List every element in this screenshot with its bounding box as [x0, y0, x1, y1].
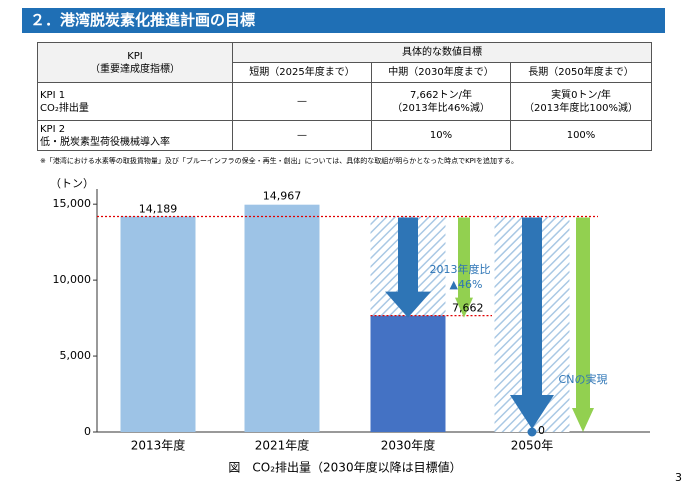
- bar: [370, 315, 446, 432]
- cell: 100%: [510, 120, 652, 151]
- annotation: ▲46%: [450, 278, 483, 291]
- target-header: 具体的な数値目標: [232, 42, 652, 63]
- bar: [120, 216, 196, 432]
- zero-marker: [527, 427, 537, 437]
- value-label: 14,967: [263, 190, 302, 203]
- bar: [244, 204, 320, 432]
- y-tick-label: 15,000: [53, 197, 92, 210]
- caption: 図 CO₂排出量（2030年度以降は目標値）: [228, 460, 461, 475]
- cell: 10%: [371, 120, 511, 151]
- page-number: 3: [675, 471, 682, 484]
- value-label: 7,662: [452, 302, 484, 315]
- x-tick-label: 2050年: [511, 439, 554, 453]
- kpi-table: KPI （重要達成度指標） 具体的な数値目標 短期（2025年度まで） 中期（203…: [37, 42, 652, 151]
- cell: KPI 1 CO₂排出量: [37, 82, 233, 121]
- header-title: ２．港湾脱炭素化推進計画の目標: [22, 8, 665, 33]
- arrow: [385, 217, 431, 318]
- cell: 7,662トン/年 （2013年比46%減）: [371, 82, 511, 121]
- cell: —: [232, 82, 372, 121]
- y-tick-label: 0: [84, 425, 91, 438]
- x-tick-label: 2030年度: [381, 438, 436, 453]
- cell: 実質0トン/年 （2013年度比100%減）: [510, 82, 652, 121]
- annotation: 2013年度比: [430, 262, 491, 276]
- kpi-header: KPI （重要達成度指標）: [37, 42, 233, 83]
- y-unit: （トン）: [50, 177, 94, 190]
- y-tick-label: 10,000: [53, 273, 92, 286]
- x-tick-label: 2013年度: [131, 438, 186, 453]
- value-label: 0: [538, 424, 545, 437]
- arrow: [510, 217, 554, 429]
- cell: KPI 2 低・脱炭素型荷役機械導入率: [37, 120, 233, 151]
- note: ※「港湾における水素等の取扱貨物量」及び「ブルーインフラの保全・再生・創出」につ…: [40, 157, 518, 165]
- y-tick-label: 5,000: [60, 349, 92, 362]
- arrow: [455, 217, 473, 318]
- arrow: [572, 217, 594, 432]
- value-label: 14,189: [139, 203, 178, 216]
- x-tick-label: 2021年度: [255, 438, 310, 453]
- cell: —: [232, 120, 372, 151]
- annotation: CNの実現: [559, 372, 608, 386]
